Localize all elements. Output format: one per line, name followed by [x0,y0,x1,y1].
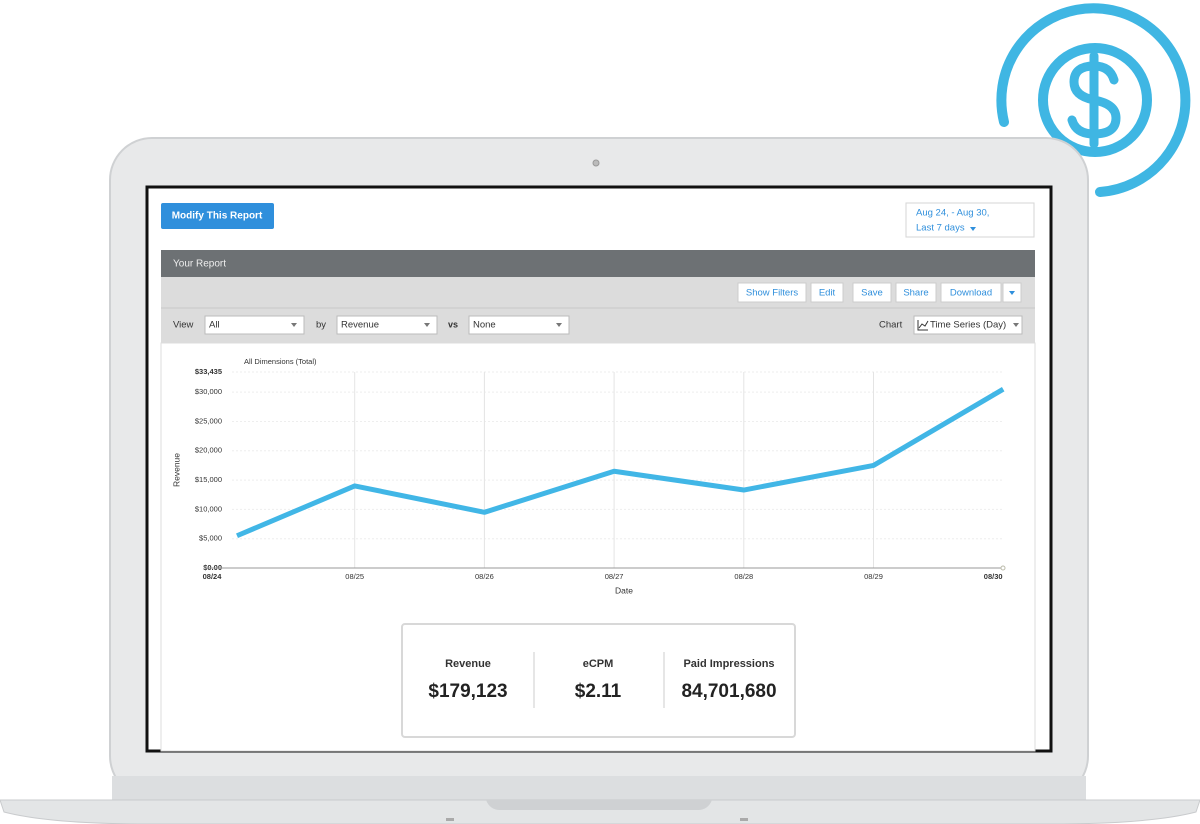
laptop-foot [446,818,454,821]
date-picker[interactable] [905,202,1035,238]
action-button[interactable] [895,282,937,303]
view-value[interactable]: All [209,320,220,331]
summary-value: $2.11 [575,681,622,702]
chart-label: Chart [879,320,903,331]
x-tick-label: 08/27 [605,572,624,581]
x-tick-label: 08/26 [475,572,494,581]
laptop-chin [112,776,1086,800]
laptop-foot [740,818,748,821]
report-title: Your Report [173,259,226,270]
action-button[interactable] [852,282,892,303]
y-tick-label: $25,000 [195,416,222,425]
action-button[interactable] [940,282,1002,303]
caret [1013,323,1019,327]
series-line [236,387,1005,539]
x-axis-label: Date [615,585,633,595]
y-tick-label: $10,000 [195,504,222,513]
date-period[interactable]: Last 7 days [916,223,965,234]
summary-label: eCPM [583,658,614,670]
camera [592,159,600,167]
series-label: All Dimensions (Total) [244,357,317,366]
y-tick-label: $5,000 [199,534,222,543]
y-tick-label: $20,000 [195,446,222,455]
chart-type[interactable]: Time Series (Day) [930,320,1006,331]
action-button[interactable] [810,282,844,303]
y-tick-label: $15,000 [195,475,222,484]
vs-label: vs [448,319,458,329]
vs-value[interactable]: None [473,320,496,331]
y-tick-label: $30,000 [195,387,222,396]
laptop-base [0,799,1200,824]
caret [970,227,976,231]
by-select[interactable] [336,315,438,335]
view-select[interactable] [204,315,305,335]
x-tick-label: 08/28 [734,572,753,581]
x-tick-label: 08/25 [345,572,364,581]
action-label[interactable]: Edit [819,288,836,299]
report-header [161,250,1035,277]
by-label: by [316,320,326,331]
modify-button[interactable] [161,203,274,229]
chart-select[interactable] [913,315,1023,335]
date-range[interactable]: Aug 24, - Aug 30, [916,208,989,219]
action-button[interactable] [737,282,807,303]
dollar-icon [996,3,1191,197]
caret [1009,291,1015,295]
action-label[interactable]: Save [861,288,883,299]
caret [424,323,430,327]
y-axis-label: Revenue [171,453,181,487]
x-tick-label: 08/30 [984,572,1003,581]
action-label[interactable]: Download [950,288,992,299]
summary-value: 84,701,680 [681,681,776,702]
laptop-notch [486,800,712,810]
axis-end [1000,565,1006,571]
x-tick-label: 08/29 [864,572,883,581]
modify-button-label[interactable]: Modify This Report [172,211,263,222]
caret [291,323,297,327]
x-tick-label: 08/24 [203,572,223,581]
summary-label: Revenue [445,658,491,670]
vs-select[interactable] [468,315,570,335]
chart-icon [917,320,929,331]
action-label[interactable]: Show Filters [746,288,799,299]
summary-label: Paid Impressions [683,658,774,670]
summary-value: $179,123 [428,681,507,702]
action-label[interactable]: Share [903,288,928,299]
y-tick-label: $33,435 [195,367,222,376]
y-tick-label: $0.00 [203,563,222,572]
view-label: View [173,320,194,331]
caret [556,323,562,327]
by-value[interactable]: Revenue [341,320,379,331]
summary-box [401,623,796,738]
